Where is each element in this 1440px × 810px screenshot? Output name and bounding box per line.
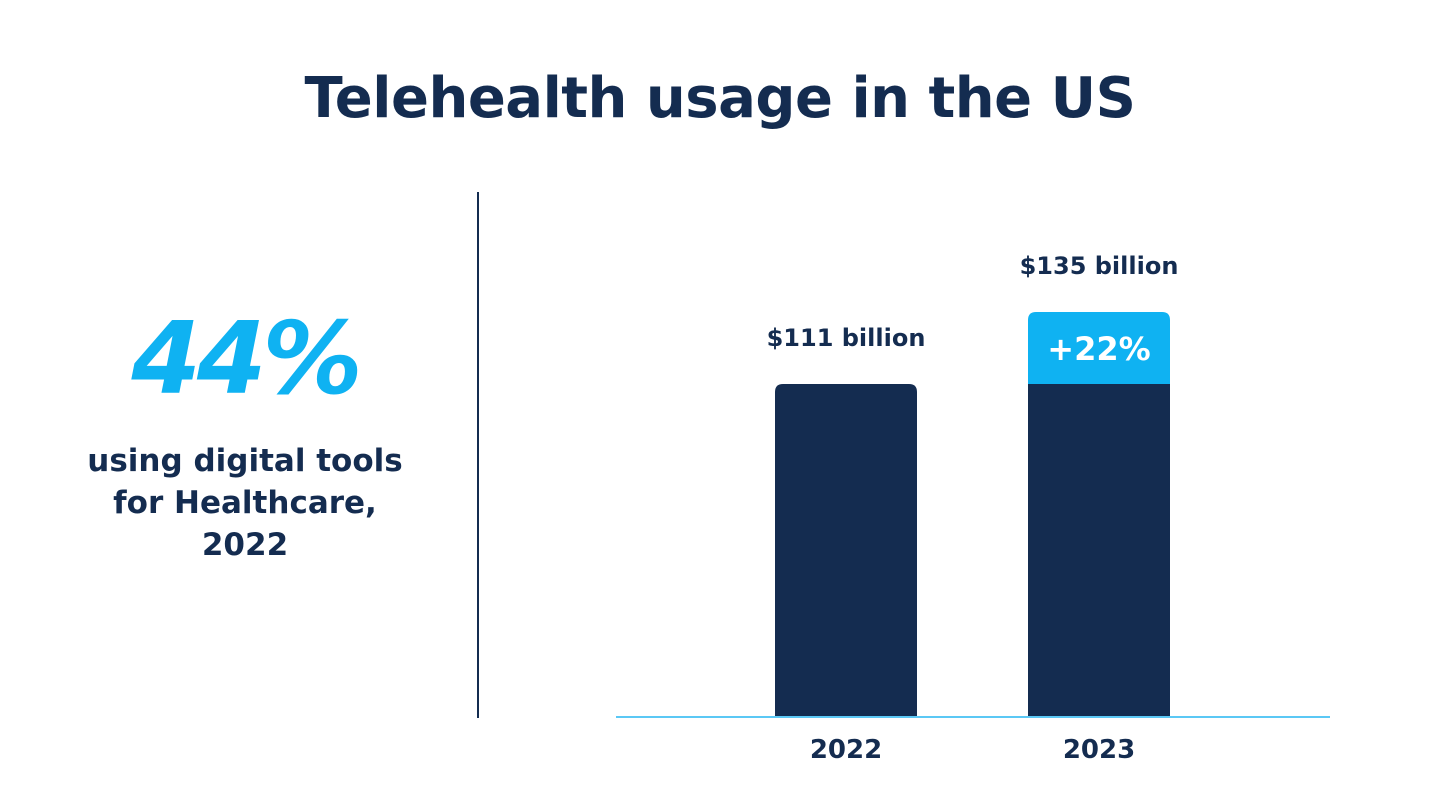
bar-2023-growth-segment <box>1028 312 1170 386</box>
data-label-2022: $111 billion <box>767 324 926 352</box>
x-tick-label-2022: 2022 <box>810 735 882 765</box>
stat-description-line-2: for Healthcare, <box>113 485 377 521</box>
bar-2023-base-segment <box>1028 384 1170 717</box>
x-tick-label-2023: 2023 <box>1063 735 1135 765</box>
chart-title: Telehealth usage in the US <box>304 66 1136 131</box>
stat-description-line-3: 2022 <box>201 527 289 563</box>
growth-label: +22% <box>1047 330 1150 368</box>
vertical-divider <box>477 192 479 718</box>
stat-description-line-1: using digital tools <box>87 443 403 479</box>
stat-percentage: 44% <box>131 300 362 417</box>
data-label-2023: $135 billion <box>1020 252 1179 280</box>
stat-description: using digital tools for Healthcare, 2022 <box>60 440 430 566</box>
bar-2022 <box>775 384 917 717</box>
